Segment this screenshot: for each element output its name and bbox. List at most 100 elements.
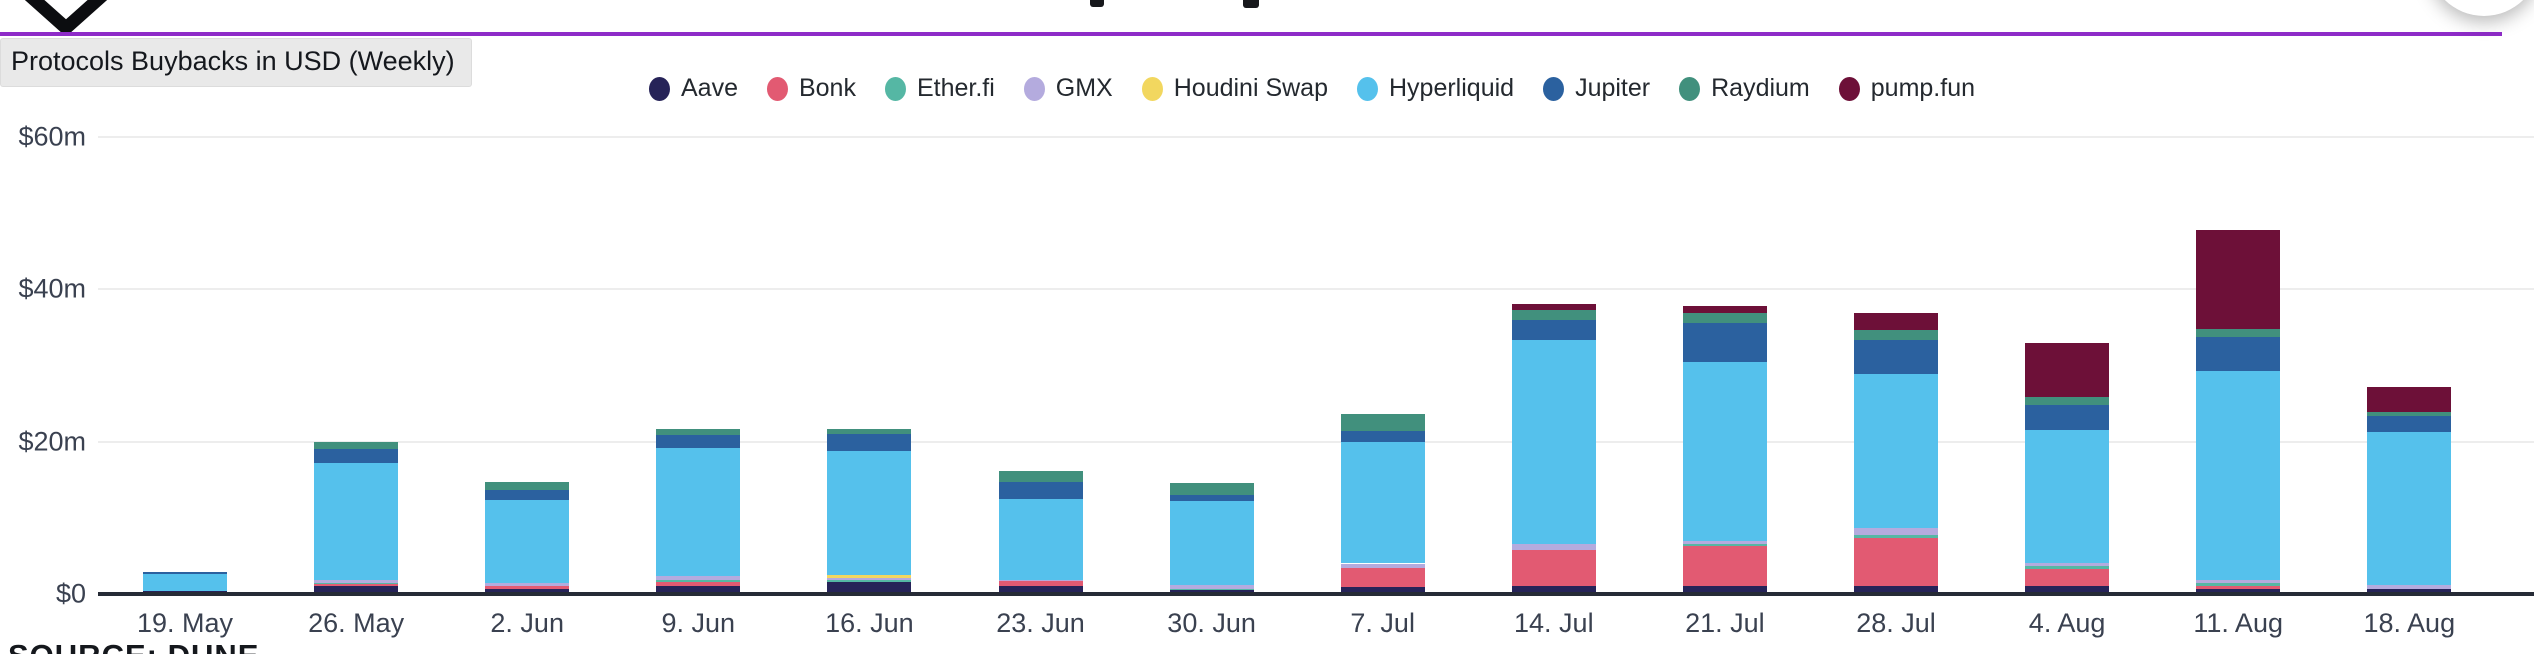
- bar-segment-pump-fun: [2196, 230, 2281, 330]
- bar-segment-pump-fun: [2025, 343, 2110, 397]
- bar-segment-aave: [827, 581, 912, 594]
- bar-11-aug[interactable]: [2196, 0, 2281, 594]
- bar-segment-raydium: [1511, 310, 1596, 321]
- x-axis-tick: 2. Jun: [490, 608, 564, 638]
- legend-dot: [884, 76, 906, 101]
- x-axis-line: [98, 592, 2534, 596]
- bar-21-jul[interactable]: [1682, 0, 1767, 594]
- bar-segment-ether-fi: [827, 579, 912, 582]
- bar-segment-jupiter: [1854, 340, 1938, 374]
- legend-item-pump-fun[interactable]: pump.fun: [1838, 74, 1976, 103]
- bar-segment-ether-fi: [1854, 534, 1938, 538]
- bar-segment-jupiter: [1340, 430, 1425, 443]
- bar-segment-aave: [485, 589, 570, 594]
- bar-segment-raydium: [2367, 411, 2452, 416]
- bar-segment-aave: [1854, 585, 1938, 594]
- bar-30-jun[interactable]: [1169, 0, 1254, 594]
- bar-segment-aave: [1340, 587, 1425, 594]
- bar-16-jun[interactable]: [827, 0, 912, 594]
- x-axis-tick: 11. Aug: [2193, 608, 2283, 638]
- gridline: [98, 440, 2534, 443]
- bar-segment-hyperliquid: [827, 450, 912, 575]
- cutoff-text-descender: [1090, 0, 1104, 7]
- legend-dot: [1679, 76, 1701, 101]
- x-axis-tick: 4. Aug: [2028, 608, 2106, 638]
- bar-4-aug[interactable]: [2025, 0, 2110, 594]
- bar-segment-pump-fun: [2367, 386, 2452, 412]
- bar-19-may[interactable]: [143, 0, 227, 594]
- bar-segment-aave: [1511, 585, 1596, 594]
- bar-segment-bonk: [1340, 568, 1425, 588]
- legend-label: Hyperliquid: [1389, 74, 1515, 102]
- chart-legend: Aave Bonk Ether.fi GMX Houdini Swap Hyperliqu…: [648, 74, 1976, 103]
- bar-segment-bonk: [1511, 549, 1596, 586]
- bar-18-aug[interactable]: [2367, 0, 2452, 594]
- bar-segment-hyperliquid: [2367, 432, 2452, 585]
- x-axis-tick: 18. Aug: [2363, 608, 2456, 638]
- bar-segment-gmx: [1340, 563, 1425, 569]
- bar-segment-raydium: [827, 428, 912, 434]
- bar-segment-jupiter: [2196, 337, 2281, 372]
- legend-item-hyperliquid[interactable]: Hyperliquid: [1357, 74, 1514, 103]
- bar-segment-pump-fun: [1854, 312, 1938, 331]
- bar-2-jun[interactable]: [485, 0, 570, 594]
- bar-14-jul[interactable]: [1511, 0, 1596, 594]
- legend-dot: [1357, 76, 1378, 101]
- legend-label: Ether.fi: [916, 74, 995, 102]
- bar-segment-aave: [656, 585, 741, 594]
- legend-item-raydium[interactable]: Raydium: [1679, 74, 1810, 103]
- bar-segment-hyperliquid: [143, 574, 227, 591]
- bar-segment-raydium: [1169, 483, 1254, 495]
- x-axis-tick: 16. Jun: [825, 608, 914, 638]
- bar-segment-bonk: [1854, 537, 1938, 586]
- legend-item-ether-fi[interactable]: Ether.fi: [884, 74, 995, 103]
- bar-segment-aave: [2196, 588, 2281, 594]
- bar-segment-jupiter: [143, 571, 227, 575]
- legend-item-bonk[interactable]: Bonk: [766, 74, 856, 103]
- bar-segment-bonk: [2196, 585, 2281, 589]
- bar-segment-ether-fi: [2196, 583, 2281, 586]
- gridline: [98, 135, 2534, 138]
- bar-segment-gmx: [1169, 584, 1254, 589]
- y-axis-tick: $40m: [18, 273, 86, 304]
- bar-segment-bonk: [485, 586, 570, 590]
- bar-segment-hyperliquid: [998, 499, 1083, 581]
- legend-dot: [1141, 76, 1163, 101]
- x-axis-tick: 21. Jul: [1685, 608, 1765, 638]
- bar-segment-hyperliquid: [2025, 430, 2110, 563]
- bar-segment-jupiter: [2367, 415, 2452, 433]
- bar-28-jul[interactable]: [1854, 0, 1938, 594]
- bar-segment-raydium: [485, 481, 570, 490]
- legend-item-aave[interactable]: Aave: [648, 74, 738, 103]
- bar-segment-gmx: [827, 577, 912, 580]
- legend-item-gmx[interactable]: GMX: [1023, 74, 1113, 103]
- bar-segment-ether-fi: [2025, 565, 2110, 569]
- bar-segment-pump-fun: [1682, 305, 1767, 313]
- y-axis-tick: $60m: [18, 121, 86, 151]
- bar-segment-gmx: [2367, 584, 2452, 590]
- bar-segment-bonk: [656, 581, 741, 586]
- legend-dot: [766, 76, 788, 101]
- bar-segment-jupiter: [1682, 322, 1767, 363]
- legend-label: pump.fun: [1870, 74, 1976, 102]
- bar-segment-jupiter: [998, 481, 1083, 500]
- bar-segment-hyperliquid: [314, 462, 399, 581]
- bar-23-jun[interactable]: [998, 0, 1083, 594]
- bar-segment-gmx: [2196, 579, 2281, 584]
- x-axis-tick: 19. May: [136, 608, 234, 638]
- bar-9-jun[interactable]: [656, 0, 741, 594]
- legend-item-jupiter[interactable]: Jupiter: [1543, 74, 1650, 103]
- bar-segment-gmx: [1854, 527, 1938, 535]
- accent-divider: [0, 32, 2502, 36]
- x-axis-tick: 28. Jul: [1856, 608, 1936, 638]
- bar-segment-raydium: [1340, 414, 1425, 431]
- bar-segment-jupiter: [485, 489, 570, 501]
- bar-segment-raydium: [2196, 329, 2281, 338]
- legend-item-houdini-swap[interactable]: Houdini Swap: [1141, 74, 1328, 103]
- bar-segment-ether-fi: [1682, 544, 1767, 546]
- chevron-down-icon[interactable]: [6, 0, 126, 37]
- bar-segment-bonk: [314, 584, 399, 587]
- bar-26-may[interactable]: [314, 0, 399, 594]
- bar-7-jul[interactable]: [1340, 0, 1425, 594]
- bar-segment-raydium: [656, 429, 741, 435]
